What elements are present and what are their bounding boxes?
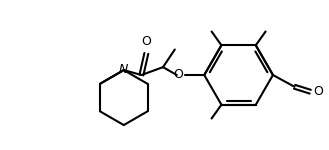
- Text: O: O: [141, 36, 151, 48]
- Text: O: O: [173, 69, 183, 81]
- Text: N: N: [119, 63, 128, 76]
- Text: O: O: [313, 85, 323, 98]
